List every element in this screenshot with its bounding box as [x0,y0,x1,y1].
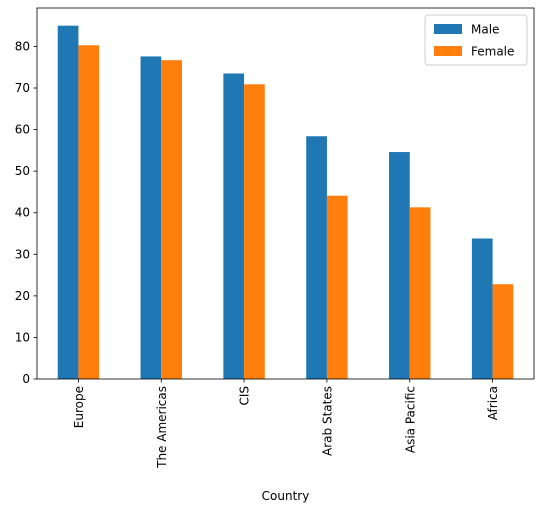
legend-label-male: Male [471,23,499,37]
bar-male-asia-pacific [389,152,410,379]
x-tick-label: Arab States [320,386,334,456]
bar-male-the-americas [141,56,162,379]
legend-swatch-male [434,24,462,34]
bar-female-arab-states [327,196,348,379]
plot-area [58,26,514,379]
y-tick-label: 50 [15,164,30,178]
bar-female-europe [78,45,99,379]
y-tick-label: 30 [15,247,30,261]
bar-male-cis [223,73,244,379]
x-tick-label: CIS [238,386,252,406]
x-tick-label: The Americas [155,386,169,469]
y-tick-label: 0 [22,372,30,386]
bar-male-europe [58,26,79,379]
x-axis-label: Country [262,489,310,503]
bar-male-africa [472,239,493,380]
bar-female-the-americas [161,60,182,379]
y-tick-label: 20 [15,289,30,303]
y-tick-label: 10 [15,330,30,344]
legend-label-female: Female [471,45,514,59]
x-tick-label: Asia Pacific [403,386,417,453]
x-tick-label: Africa [486,386,500,420]
x-tick-label: Europe [72,386,86,428]
legend: Male Female [425,15,527,65]
bar-male-arab-states [306,136,327,379]
y-tick-label: 70 [15,81,30,95]
y-tick-label: 60 [15,123,30,137]
bar-female-cis [244,84,265,379]
bar-female-africa [493,284,514,379]
bar-female-asia-pacific [410,207,431,379]
y-tick-label: 80 [15,39,30,53]
legend-swatch-female [434,46,462,56]
y-tick-label: 40 [15,206,30,220]
